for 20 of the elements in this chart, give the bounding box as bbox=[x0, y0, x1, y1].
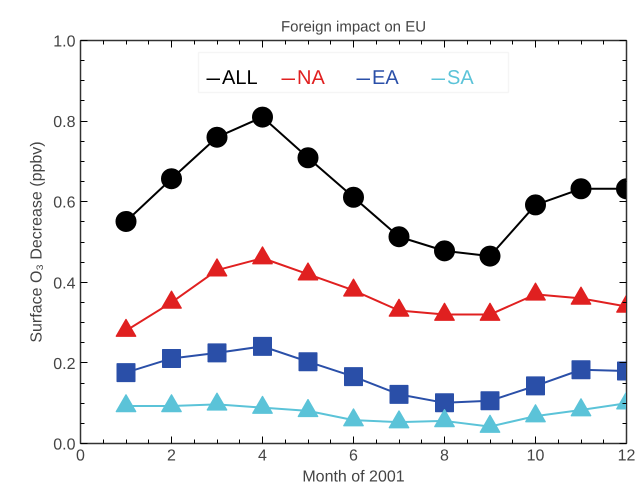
y-tick-label: 1.0 bbox=[53, 34, 76, 50]
legend-label: EA bbox=[372, 67, 399, 90]
y-axis-title: Surface O₃ Decrease (ppbv) bbox=[28, 141, 46, 343]
x-tick-label: 6 bbox=[349, 448, 358, 464]
legend-label: SA bbox=[447, 67, 474, 90]
y-tick-label: 0.0 bbox=[53, 436, 76, 454]
legend-label: ALL bbox=[222, 67, 258, 90]
x-axis-title: Month of 2001 bbox=[302, 468, 405, 486]
x-tick-label: 4 bbox=[258, 448, 268, 464]
y-tick-label: 0.4 bbox=[53, 275, 76, 292]
x-tick-label: 12 bbox=[618, 448, 636, 464]
y-tick-label: 0.6 bbox=[53, 194, 76, 212]
legend-label: NA bbox=[297, 67, 325, 90]
x-tick-label: 8 bbox=[440, 448, 450, 464]
chart-title: Foreign impact on EU bbox=[280, 18, 426, 36]
y-tick-label: 0.2 bbox=[53, 356, 76, 373]
y-tick-label: 0.8 bbox=[53, 114, 76, 132]
x-tick-label: 0 bbox=[76, 448, 86, 464]
x-tick-label: 2 bbox=[167, 448, 176, 464]
x-tick-label: 10 bbox=[526, 448, 544, 464]
